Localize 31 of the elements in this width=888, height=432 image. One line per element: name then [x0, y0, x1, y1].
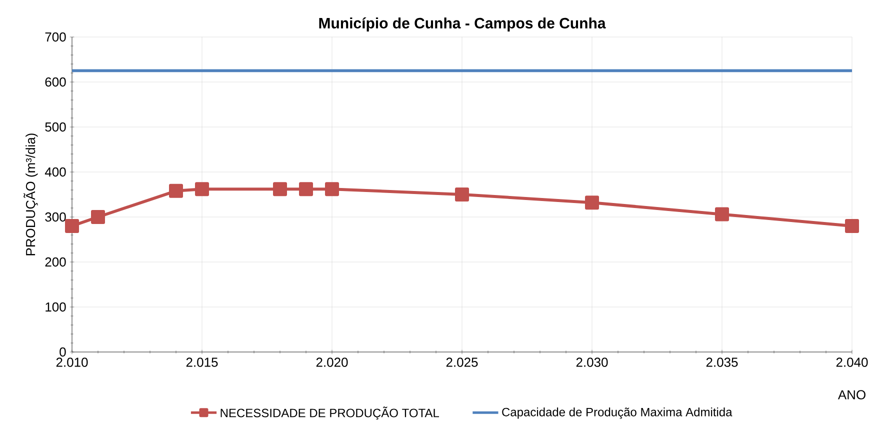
point — [169, 184, 184, 198]
y-axis-title: PRODUÇÃO (m³/dia) — [24, 134, 38, 256]
legend-label: NECESSIDADE DE PRODUÇÃO TOTAL — [220, 406, 440, 420]
x-tick-label: 2.010 — [56, 358, 88, 367]
point — [585, 196, 600, 210]
point — [91, 210, 106, 224]
x-tick-label: 2.015 — [186, 358, 218, 367]
point — [299, 182, 314, 196]
x-axis-title: ANO — [838, 390, 866, 400]
x-tick-label: 2.035 — [706, 358, 738, 367]
y-tick-label: 0 — [60, 347, 66, 357]
y-tick-label: 400 — [44, 167, 66, 177]
chart-title: Município de Cunha - Campos de Cunha — [319, 17, 606, 32]
legend-label: Capacidade de Produção Maxima Admitida — [502, 408, 732, 419]
point — [273, 182, 288, 196]
y-tick-label: 300 — [45, 212, 66, 222]
x-tick-label: 2.020 — [316, 358, 348, 367]
point — [65, 219, 80, 233]
y-tick-label: 200 — [45, 257, 66, 267]
point — [195, 182, 210, 196]
y-tick-label: 700 — [45, 32, 66, 42]
point — [845, 219, 860, 233]
y-tick-label: 500 — [45, 122, 66, 132]
y-tick-label: 100 — [46, 302, 66, 312]
x-tick-label: 2.040 — [836, 358, 868, 367]
x-tick-label: 2.030 — [576, 358, 608, 367]
x-tick-label: 2.025 — [446, 358, 478, 367]
point — [715, 207, 730, 222]
point — [325, 182, 340, 196]
y-tick-label: 600 — [45, 77, 66, 87]
point — [455, 188, 470, 202]
